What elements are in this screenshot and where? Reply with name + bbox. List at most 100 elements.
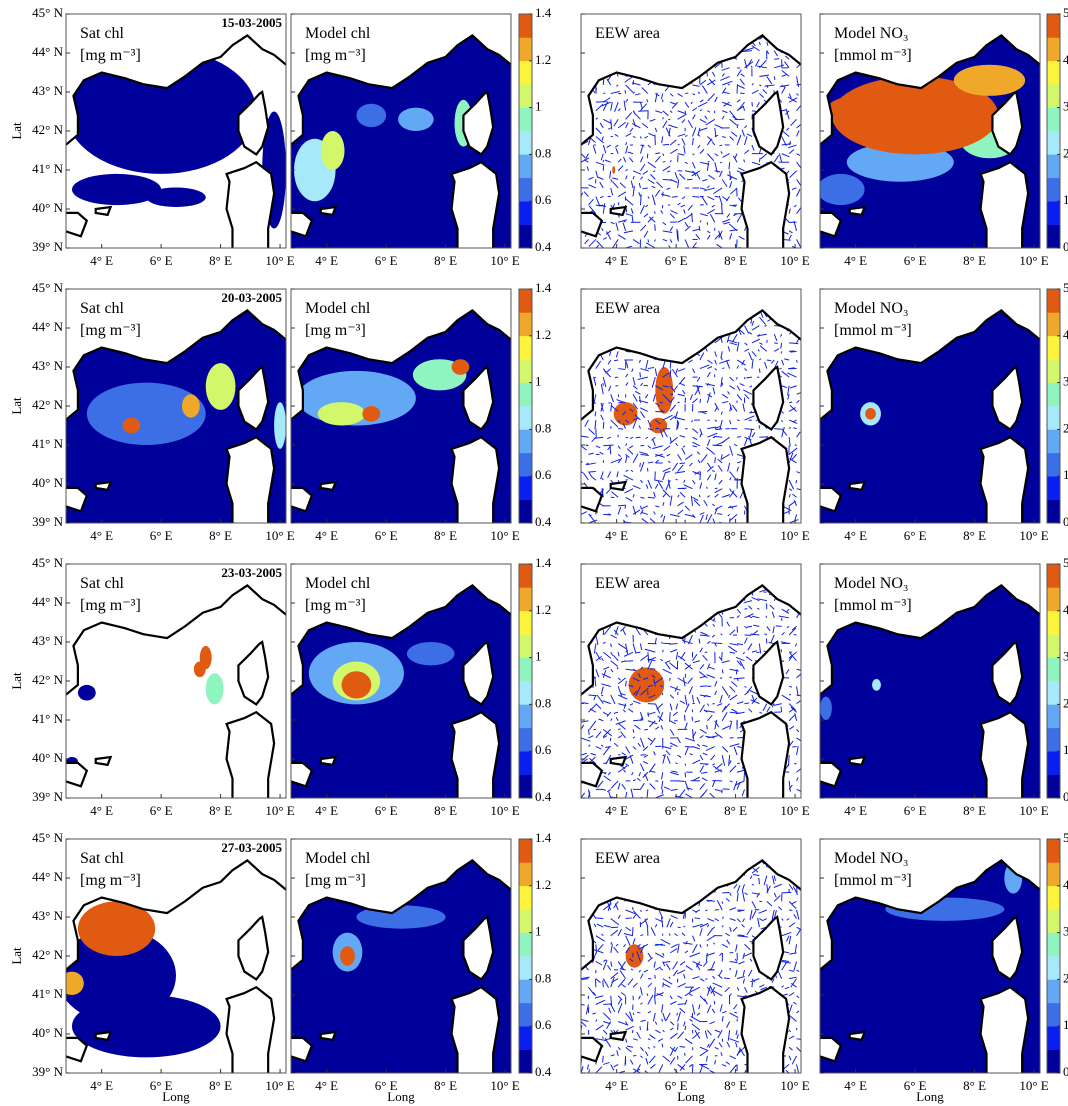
x-tick-label: 8° E (209, 528, 232, 543)
current-vector (781, 707, 782, 713)
field-patch (362, 406, 380, 422)
current-vector (694, 918, 700, 919)
current-vector (797, 1073, 800, 1077)
y-tick-label: 44° N (32, 319, 63, 334)
current-vector (776, 626, 782, 627)
current-vector (744, 772, 745, 781)
current-vector (603, 1073, 609, 1077)
current-vector (577, 873, 581, 875)
colorbar-band (1047, 383, 1060, 407)
current-vector (670, 746, 672, 747)
land (850, 1032, 865, 1040)
current-vector (640, 372, 641, 377)
colorbar-tick-label: 0.4 (535, 514, 552, 529)
colorbar-band (519, 728, 532, 752)
colorbar-band (1047, 1003, 1060, 1027)
panel-title: EEW area (595, 575, 660, 592)
colorbar-tick-label: 0 (1063, 239, 1068, 254)
current-vector (759, 878, 760, 884)
colorbar-band (1047, 1026, 1060, 1050)
land (981, 987, 1029, 1081)
current-vector (722, 652, 723, 660)
colorbar-tick-label: 1 (535, 99, 542, 114)
colorbar-band (519, 429, 532, 453)
y-axis-label: Lat (9, 947, 24, 965)
x-tick-label: 8° E (724, 528, 747, 543)
current-vector (700, 399, 701, 403)
colorbar-tick-label: 1.2 (535, 327, 551, 342)
x-tick-label: 10° E (780, 1078, 809, 1093)
current-vector (576, 848, 581, 849)
panel-unit: [mmol m⁻³] (834, 322, 912, 339)
current-vector (774, 59, 779, 60)
current-vector (707, 1073, 708, 1079)
x-tick-label: 4° E (844, 1078, 867, 1093)
land (452, 712, 500, 806)
colorbar-band (1047, 564, 1060, 588)
land (850, 207, 865, 215)
y-tick-label: 44° N (32, 594, 63, 609)
colorbar-band (1047, 658, 1060, 682)
y-tick-label: 39° N (32, 789, 63, 804)
land (811, 1038, 841, 1061)
y-tick-label: 39° N (32, 239, 63, 254)
land (742, 712, 790, 806)
panel-title: EEW area (595, 25, 660, 42)
current-vector (737, 763, 740, 764)
colorbar-band (519, 564, 532, 588)
colorbar-band (1047, 37, 1060, 61)
field-patch (340, 946, 355, 966)
x-tick-label: 4° E (844, 253, 867, 268)
colorbar-tick-label: 3 (1063, 924, 1068, 939)
land (282, 763, 312, 786)
colorbar-band (519, 178, 532, 202)
colorbar-band (519, 131, 532, 155)
y-tick-label: 39° N (32, 514, 63, 529)
land (850, 757, 865, 765)
field-patch (356, 104, 386, 127)
current-vector (636, 437, 641, 438)
current-vector (749, 1073, 752, 1077)
y-tick-label: 45° N (32, 280, 63, 295)
x-tick-label: 10° E (780, 253, 809, 268)
colorbar-tick-label: 4 (1063, 52, 1068, 67)
current-vector (651, 669, 656, 670)
current-vector (685, 772, 686, 777)
current-vector (669, 644, 677, 645)
field-patch (612, 166, 615, 174)
land (742, 987, 790, 1081)
current-vector (669, 678, 670, 681)
colorbar-band (519, 634, 532, 658)
panel-title: Sat chl (80, 850, 125, 867)
land (452, 437, 500, 531)
field-patch (274, 402, 286, 449)
y-tick-label: 43° N (32, 83, 63, 98)
x-tick-label: 6° E (150, 253, 173, 268)
current-vector (707, 161, 709, 162)
colorbar-tick-label: 0.4 (535, 1064, 552, 1079)
land (811, 488, 841, 511)
land (227, 987, 275, 1081)
land (981, 712, 1029, 806)
x-tick-label: 4° E (90, 1078, 113, 1093)
x-tick-label: 6° E (150, 803, 173, 818)
current-vector (797, 360, 798, 363)
colorbar-band (1047, 862, 1060, 886)
field-patch (629, 667, 665, 702)
current-vector (653, 1047, 655, 1048)
current-vector (611, 644, 612, 648)
x-tick-label: 4° E (315, 1078, 338, 1093)
colorbar-tick-label: 2 (1063, 695, 1068, 710)
colorbar-band (1047, 933, 1060, 957)
land (282, 1038, 312, 1061)
colorbar-band (1047, 751, 1060, 775)
x-tick-label: 8° E (434, 803, 457, 818)
land (611, 1032, 626, 1040)
field-patch (452, 359, 470, 375)
y-axis-label: Lat (9, 672, 24, 690)
colorbar-tick-label: 1 (1063, 467, 1068, 482)
x-tick-label: 10° E (1019, 803, 1048, 818)
current-vector (662, 693, 663, 695)
colorbar-tick-label: 0.6 (535, 192, 552, 207)
colorbar-band (1047, 14, 1060, 38)
